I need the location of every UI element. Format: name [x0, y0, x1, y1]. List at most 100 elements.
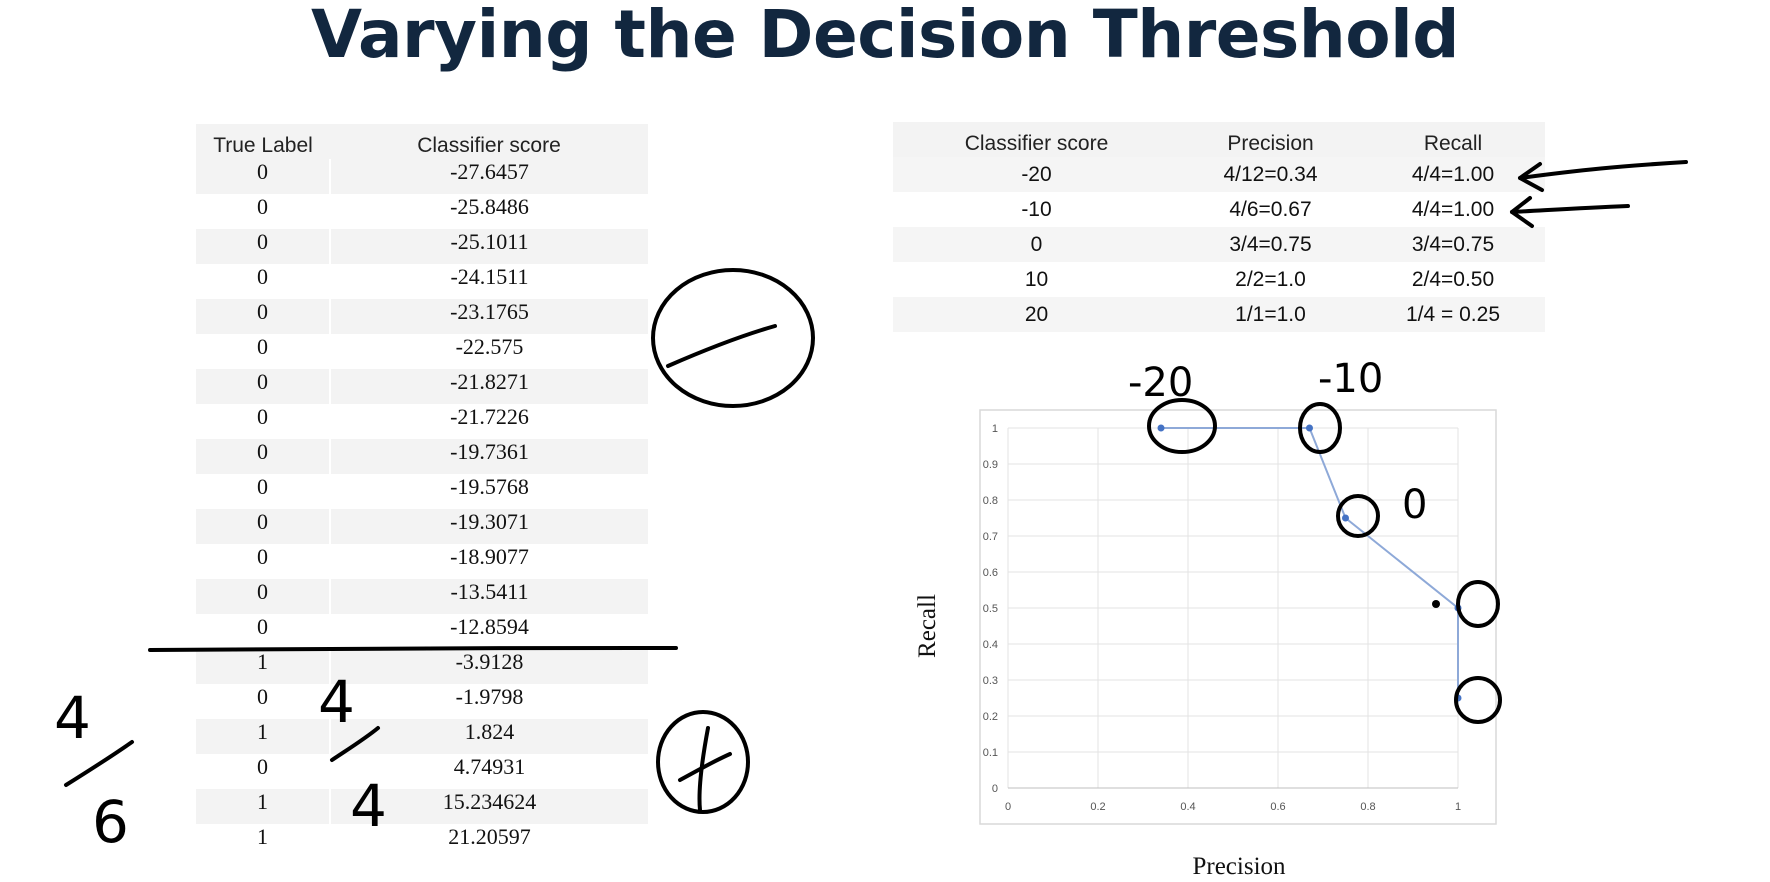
- score-row: 1 21.20597: [196, 824, 648, 859]
- x-tick-label: 0.6: [1270, 801, 1285, 813]
- data-point: [1342, 514, 1349, 522]
- threshold-score-cell: 0: [893, 227, 1180, 262]
- true-label-cell: 0: [196, 334, 331, 369]
- header-threshold-score: Classifier score: [893, 122, 1180, 157]
- score-row: 0 -22.575: [196, 334, 648, 369]
- classifier-score-cell: -19.7361: [330, 439, 648, 474]
- true-label-cell: 0: [196, 369, 331, 404]
- threshold-score-cell: 20: [893, 297, 1180, 332]
- data-point: [1157, 424, 1165, 432]
- score-table-body: 0 -27.6457 0 -25.8486 0 -25.1011 0 -24.1511 0 -23…: [196, 159, 648, 859]
- recall-cell: 4/4=1.00: [1361, 157, 1545, 192]
- true-label-cell: 0: [196, 299, 331, 334]
- chart-ticks: 0 0.1 0.2 0.3 0.4 0.5 0.6 0.7 0.8 0.9 1 0 0.2 0.4 0.6 0…: [983, 423, 1461, 813]
- score-row: 0 -13.5411: [196, 579, 648, 614]
- score-row: 0 -18.9077: [196, 544, 648, 579]
- classifier-score-cell: -22.575: [330, 334, 648, 369]
- score-table-header: True Label Classifier score: [196, 124, 648, 159]
- y-axis-label: Recall: [914, 594, 941, 658]
- true-label-cell: 0: [196, 579, 331, 614]
- score-row: 0 -1.9798: [196, 684, 648, 719]
- classifier-score-cell: -21.7226: [330, 404, 648, 439]
- header-true-label: True Label: [196, 124, 330, 159]
- classifier-score-cell: -19.5768: [330, 474, 648, 509]
- score-row: 0 4.74931: [196, 754, 648, 789]
- score-row: 0 -25.1011: [196, 229, 648, 264]
- threshold-score-cell: -20: [893, 157, 1180, 192]
- y-tick-label: 0.8: [983, 495, 998, 507]
- classifier-score-cell: -27.6457: [330, 159, 648, 194]
- classifier-score-cell: -25.1011: [330, 229, 648, 264]
- x-tick-label: 0.2: [1090, 801, 1105, 813]
- true-label-cell: 0: [196, 404, 331, 439]
- true-label-cell: 0: [196, 264, 331, 299]
- threshold-row: 0 3/4=0.75 3/4=0.75: [893, 227, 1545, 262]
- threshold-table-body: -20 4/12=0.34 4/4=1.00 -10 4/6=0.67 4/4=1.00 0…: [893, 157, 1545, 332]
- true-label-cell: 0: [196, 614, 331, 649]
- header-recall: Recall: [1361, 122, 1545, 157]
- x-tick-label: 0.8: [1360, 801, 1375, 813]
- classifier-score-cell: -13.5411: [330, 579, 648, 614]
- true-label-cell: 1: [196, 824, 331, 859]
- true-label-cell: 0: [196, 474, 331, 509]
- score-row: 0 -12.8594: [196, 614, 648, 649]
- classifier-score-cell: 4.74931: [330, 754, 648, 789]
- true-label-cell: 0: [196, 159, 331, 194]
- score-row: 1 15.234624: [196, 789, 648, 824]
- recall-cell: 2/4=0.50: [1361, 262, 1545, 297]
- recall-cell: 1/4 = 0.25: [1361, 297, 1545, 332]
- score-row: 0 -27.6457: [196, 159, 648, 194]
- score-row: 0 -19.5768: [196, 474, 648, 509]
- score-row: 0 -19.7361: [196, 439, 648, 474]
- score-row: 0 -23.1765: [196, 299, 648, 334]
- true-label-cell: 0: [196, 194, 331, 229]
- y-tick-label: 0: [992, 783, 998, 795]
- classifier-score-cell: -12.8594: [330, 614, 648, 649]
- true-label-cell: 1: [196, 789, 331, 824]
- true-label-cell: 1: [196, 649, 331, 684]
- precision-cell: 4/12=0.34: [1180, 157, 1361, 192]
- x-axis-label: Precision: [1192, 853, 1286, 880]
- score-row: 0 -21.8271: [196, 369, 648, 404]
- precision-cell: 2/2=1.0: [1180, 262, 1361, 297]
- classifier-score-cell: 15.234624: [330, 789, 648, 824]
- threshold-score-cell: 10: [893, 262, 1180, 297]
- x-tick-label: 0.4: [1180, 801, 1195, 813]
- y-tick-label: 0.4: [983, 639, 998, 651]
- true-label-cell: 0: [196, 509, 331, 544]
- y-tick-label: 0.1: [983, 747, 998, 759]
- classifier-score-cell: -23.1765: [330, 299, 648, 334]
- y-tick-label: 0.2: [983, 711, 998, 723]
- classifier-score-cell: -1.9798: [330, 684, 648, 719]
- chart-frame: [979, 409, 1497, 825]
- y-tick-label: 0.9: [983, 459, 998, 471]
- score-table: True Label Classifier score 0 -27.6457 0 -2…: [196, 124, 648, 859]
- data-point: [1306, 424, 1313, 432]
- true-label-cell: 0: [196, 439, 331, 474]
- true-label-cell: 0: [196, 229, 331, 264]
- score-row: 0 -21.7226: [196, 404, 648, 439]
- x-tick-label: 0: [1005, 801, 1011, 813]
- y-tick-label: 0.5: [983, 603, 998, 615]
- score-row: 0 -25.8486: [196, 194, 648, 229]
- data-point: [1454, 604, 1462, 612]
- data-point: [1454, 694, 1462, 702]
- classifier-score-cell: 1.824: [330, 719, 648, 754]
- score-row: 1 -3.9128: [196, 649, 648, 684]
- score-row: 0 -19.3071: [196, 509, 648, 544]
- header-precision: Precision: [1180, 122, 1361, 157]
- y-tick-label: 0.6: [983, 567, 998, 579]
- threshold-row: 20 1/1=1.0 1/4 = 0.25: [893, 297, 1545, 332]
- precision-cell: 1/1=1.0: [1180, 297, 1361, 332]
- true-label-cell: 0: [196, 684, 331, 719]
- classifier-score-cell: -3.9128: [330, 649, 648, 684]
- y-tick-label: 1: [992, 423, 998, 435]
- score-row: 1 1.824: [196, 719, 648, 754]
- y-tick-label: 0.7: [983, 531, 998, 543]
- classifier-score-cell: -18.9077: [330, 544, 648, 579]
- x-tick-label: 1: [1455, 801, 1461, 813]
- classifier-score-cell: -19.3071: [330, 509, 648, 544]
- precision-cell: 3/4=0.75: [1180, 227, 1361, 262]
- score-row: 0 -24.1511: [196, 264, 648, 299]
